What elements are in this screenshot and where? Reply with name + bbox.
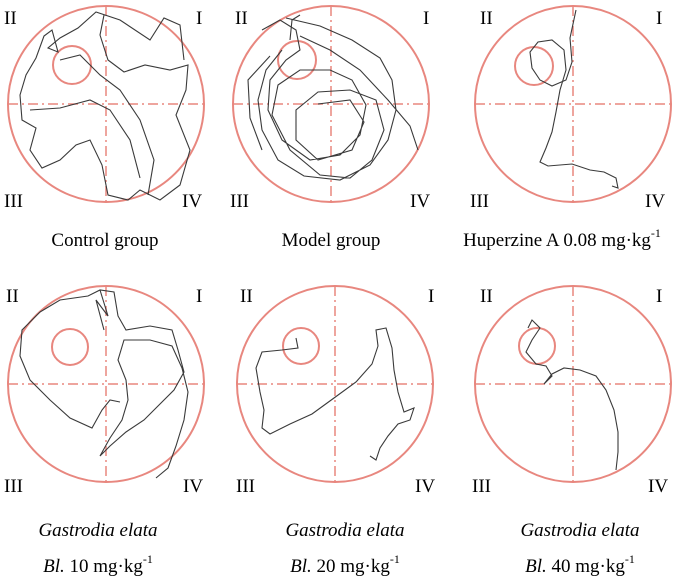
quadrant-label-iv: IV	[410, 191, 430, 212]
platform-circle	[514, 46, 554, 86]
swim-path	[529, 9, 619, 189]
panel-caption-line1: Gastrodia elata	[285, 520, 404, 541]
panel-gastrodia-20: II I III IV Gastrodia elata Bl. 20 mg·kg…	[236, 285, 435, 577]
caption-superscript: -1	[143, 552, 153, 566]
caption-italic-part: Bl.	[43, 556, 65, 577]
caption-dose: 40 mg·kg	[547, 556, 626, 577]
caption-italic-part: Bl.	[290, 556, 312, 577]
panel-caption: Control group	[51, 230, 158, 251]
caption-superscript: -1	[651, 226, 661, 240]
quadrant-label-iv: IV	[183, 476, 203, 497]
quadrant-label-iii: III	[230, 191, 249, 212]
swim-path	[255, 327, 415, 461]
quadrant-label-iii: III	[4, 476, 23, 497]
panel-caption-line2: Bl. 10 mg·kg-1	[43, 552, 153, 577]
quadrant-label-iii: III	[4, 191, 23, 212]
panel-huperzine-a: II I III IV Huperzine A 0.08 mg·kg-1	[463, 5, 672, 251]
quadrant-label-iii: III	[470, 191, 489, 212]
swim-path	[525, 319, 619, 471]
swim-path	[19, 289, 189, 479]
quadrant-label-i: I	[656, 286, 662, 307]
panel-model-group: II I III IV Model group	[230, 5, 430, 251]
panel-gastrodia-40: II I III IV Gastrodia elata Bl. 40 mg·kg…	[472, 285, 672, 577]
quadrant-label-iv: IV	[415, 476, 435, 497]
quadrant-label-ii: II	[240, 286, 253, 307]
quadrant-label-iii: III	[236, 476, 255, 497]
panel-caption-line1: Gastrodia elata	[38, 520, 157, 541]
quadrant-label-iv: IV	[182, 191, 202, 212]
swim-path	[247, 14, 419, 181]
panel-control-group: II I III IV Control group	[4, 5, 205, 251]
quadrant-label-i: I	[656, 8, 662, 29]
platform-circle	[51, 328, 89, 366]
quadrant-label-ii: II	[235, 8, 248, 29]
platform-circle	[282, 327, 320, 365]
quadrant-label-ii: II	[4, 8, 17, 29]
caption-superscript: -1	[625, 552, 635, 566]
quadrant-label-ii: II	[6, 286, 19, 307]
quadrant-label-i: I	[196, 286, 202, 307]
panel-caption: Model group	[282, 230, 381, 251]
caption-text: Huperzine A 0.08 mg·kg	[463, 230, 651, 251]
caption-dose: 20 mg·kg	[312, 556, 391, 577]
quadrant-label-iii: III	[472, 476, 491, 497]
caption-dose: 10 mg·kg	[65, 556, 144, 577]
panel-caption: Huperzine A 0.08 mg·kg-1	[463, 226, 661, 251]
quadrant-label-iv: IV	[645, 191, 665, 212]
panel-gastrodia-10: II I III IV Gastrodia elata Bl. 10 mg·kg…	[4, 285, 205, 577]
swim-path	[19, 11, 191, 201]
quadrant-label-iv: IV	[648, 476, 668, 497]
quadrant-label-i: I	[423, 8, 429, 29]
quadrant-label-ii: II	[480, 8, 493, 29]
platform-circle	[52, 45, 92, 85]
caption-italic-part: Bl.	[525, 556, 547, 577]
quadrant-label-i: I	[196, 8, 202, 29]
panel-caption-line2: Bl. 40 mg·kg-1	[525, 552, 635, 577]
quadrant-label-ii: II	[480, 286, 493, 307]
caption-superscript: -1	[390, 552, 400, 566]
quadrant-label-i: I	[428, 286, 434, 307]
panel-caption-line2: Bl. 20 mg·kg-1	[290, 552, 400, 577]
panel-caption-line1: Gastrodia elata	[520, 520, 639, 541]
platform-circle	[277, 40, 317, 80]
